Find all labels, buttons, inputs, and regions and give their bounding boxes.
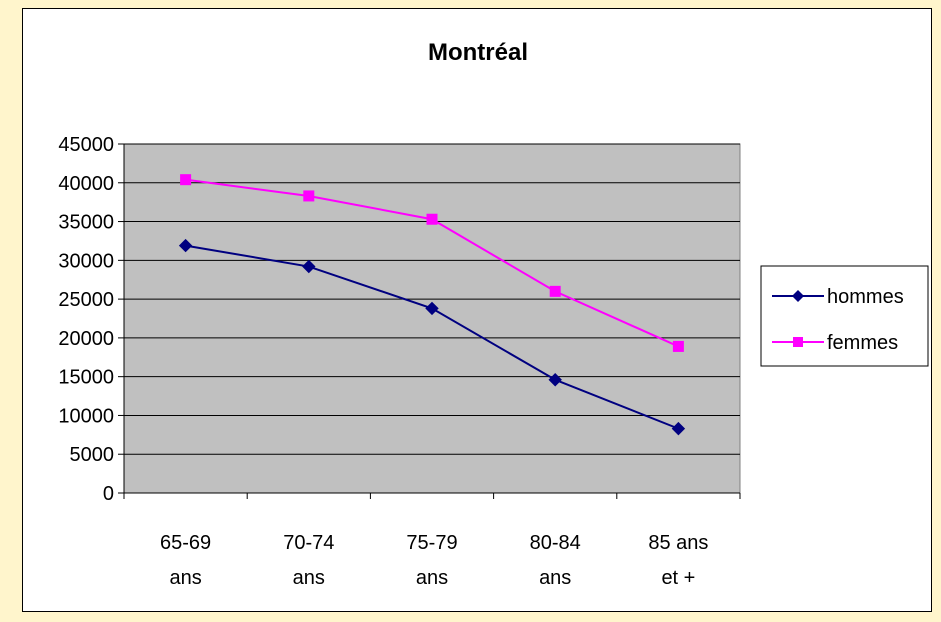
x-tick-label: 70-74 ans [283, 532, 334, 589]
y-tick-label: 5000 [70, 444, 115, 466]
gridlines [124, 143, 740, 455]
data-point [672, 340, 684, 352]
y-tick-label: 0 [103, 483, 114, 505]
y-tick-label: 30000 [58, 250, 114, 272]
legend-label: hommes [827, 286, 904, 308]
x-tick-label: 65-69 ans [160, 532, 211, 589]
data-point [178, 238, 193, 253]
axes [118, 143, 741, 499]
data-point [671, 421, 686, 436]
legend-label: femmes [827, 332, 898, 354]
data-point [302, 259, 316, 274]
legend-marker [793, 337, 803, 347]
series-femmes [180, 174, 684, 352]
legend-entry-hommes: hommes [772, 286, 904, 308]
legend-box [760, 265, 929, 367]
legend-entry-femmes: femmes [772, 332, 898, 354]
x-tick-label: 75-79 ans [406, 532, 457, 589]
data-point [425, 301, 439, 316]
series-hommes [178, 238, 686, 436]
series-layer [178, 174, 686, 436]
data-point [549, 285, 561, 297]
data-point [303, 190, 315, 202]
data-point [180, 174, 192, 186]
chart-title: Montréal [428, 39, 528, 66]
legend: hommes femmes [760, 265, 929, 367]
y-tick-label: 45000 [58, 134, 114, 156]
data-point [426, 213, 438, 225]
y-tick-label: 20000 [58, 328, 114, 350]
y-tick-label: 15000 [58, 367, 114, 389]
y-tick-label: 10000 [58, 405, 114, 427]
legend-marker [792, 290, 804, 302]
plot-area [123, 143, 741, 494]
data-point [548, 373, 562, 387]
x-tick-label: 85 ans et + [648, 532, 708, 589]
y-tick-label: 40000 [58, 173, 114, 195]
y-tick-label: 35000 [58, 212, 114, 234]
x-axis-labels: 65-69 ans 70-74 ans 75-79 ans 80-84 ans 85 ans et… [160, 532, 708, 589]
y-tick-label: 25000 [58, 289, 114, 311]
y-axis-labels: 0 5000 10000 15000 20000 25000 30000 35000 40000… [58, 134, 114, 505]
x-tick-label: 80-84 ans [530, 532, 581, 589]
